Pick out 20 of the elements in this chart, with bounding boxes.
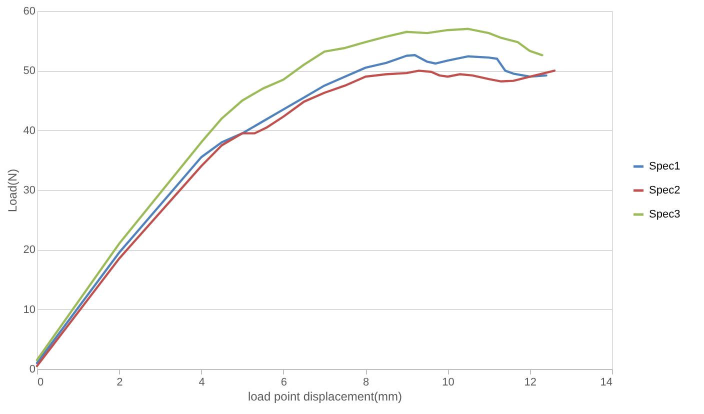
legend-label: Spec3 (649, 208, 680, 220)
y-tick-label: 50 (23, 65, 36, 78)
x-tick-label: 6 (280, 376, 287, 388)
y-tick-label: 40 (23, 124, 36, 137)
y-tick-label: 30 (23, 184, 36, 196)
x-tick-label: 4 (198, 376, 205, 388)
y-tick-label: 10 (23, 304, 36, 316)
legend-label: Spec2 (649, 184, 680, 196)
x-axis-title: load point displacement(mm) (248, 390, 402, 404)
x-tick-label: 8 (363, 376, 370, 388)
x-tick-label: 2 (116, 376, 123, 388)
x-tick-label: 10 (442, 376, 454, 388)
y-tick-label: 0 (29, 364, 36, 376)
x-tick-label: 0 (38, 376, 44, 388)
y-tick-label: 60 (23, 6, 36, 18)
y-axis-title: Load(N) (5, 168, 20, 212)
y-tick-label: 20 (23, 244, 36, 256)
legend-label: Spec1 (649, 160, 680, 172)
x-tick-label: 12 (524, 376, 536, 388)
x-tick-label: 14 (600, 376, 612, 388)
